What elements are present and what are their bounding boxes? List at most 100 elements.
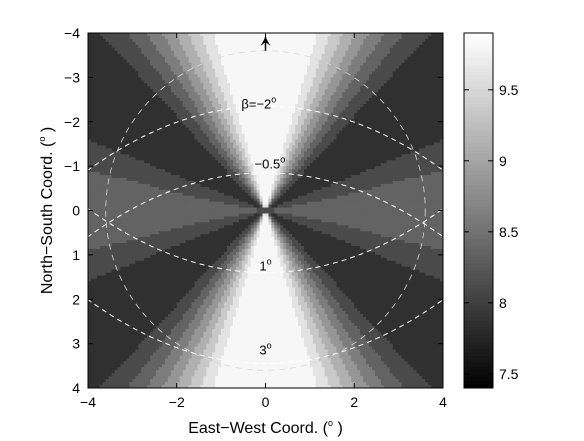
heatmap-cell [161,65,166,69]
heatmap-cell [156,355,160,359]
heatmap-cell [191,343,195,347]
heatmap-cell [176,192,181,197]
heatmap-cell [117,50,121,55]
heatmap-cell [167,246,172,250]
heatmap-cell [129,74,133,78]
heatmap-cell [206,56,210,61]
heatmap-cell [159,33,163,37]
heatmap-cell [153,160,157,164]
heatmap-cell [209,234,213,238]
heatmap-cell [203,325,207,330]
heatmap-cell [179,86,184,90]
heatmap-cell [93,328,98,333]
heatmap-cell [167,95,172,99]
heatmap-cell [93,213,98,217]
heatmap-cell [96,275,101,279]
heatmap-cell [153,305,157,309]
heatmap-cell [150,74,154,78]
heatmap-cell [99,322,104,327]
heatmap-cell [194,237,198,241]
heatmap-cell [123,364,127,368]
heatmap-cell [194,124,198,129]
heatmap-cell [191,243,195,247]
heatmap-cell [173,234,178,238]
heatmap-cell [138,367,142,371]
heatmap-cell [159,364,163,368]
heatmap-cell [117,308,121,312]
heatmap-cell [126,385,130,388]
heatmap-cell [167,101,172,105]
heatmap-cell [197,346,201,350]
heatmap-cell [150,355,154,359]
heatmap-cell [132,266,136,271]
heatmap-cell [200,367,204,371]
heatmap-cell [153,263,157,268]
heatmap-cell [150,314,154,318]
heatmap-cell [135,373,139,377]
heatmap-cell [135,169,139,173]
heatmap-cell [197,281,201,285]
heatmap-cell [135,385,139,388]
heatmap-cell [141,106,145,111]
heatmap-cell [129,275,133,279]
heatmap-cell [90,163,95,167]
heatmap-cell [111,204,116,208]
heatmap-cell [150,44,154,49]
heatmap-cell [164,314,169,318]
heatmap-cell [197,355,201,359]
heatmap-cell [185,278,189,282]
heatmap-cell [156,225,160,229]
heatmap-cell [108,257,113,262]
heatmap-cell [173,160,178,164]
heatmap-cell [141,157,145,161]
heatmap-cell [138,272,142,276]
heatmap-cell [96,104,101,108]
heatmap-cell [111,246,116,250]
heatmap-cell [185,317,189,321]
heatmap-cell [129,192,133,197]
heatmap-cell [123,269,127,274]
heatmap-cell [164,237,169,241]
heatmap-cell [126,278,130,282]
heatmap-cell [141,275,145,279]
heatmap-cell [135,370,139,374]
heatmap-cell [111,340,116,345]
heatmap-cell [150,322,154,327]
heatmap-cell [102,385,107,388]
heatmap-cell [141,198,145,203]
heatmap-cell [123,53,127,58]
heatmap-cell [126,74,130,78]
heatmap-cell [179,186,184,191]
heatmap-cell [135,189,139,194]
heatmap-cell [170,266,175,271]
heatmap-cell [147,130,151,134]
heatmap-cell [156,124,160,129]
heatmap-cell [135,68,139,72]
heatmap-cell [99,314,104,318]
heatmap-cell [144,317,148,321]
heatmap-cell [209,243,213,247]
heatmap-cell [111,139,116,143]
heatmap-cell [209,80,213,84]
heatmap-cell [120,133,124,137]
heatmap-cell [93,198,98,203]
heatmap-cell [150,59,154,63]
heatmap-cell [209,62,213,66]
heatmap-cell [108,237,113,241]
heatmap-cell [126,222,130,226]
heatmap-cell [108,278,113,282]
heatmap-cell [99,331,104,336]
heatmap-cell [206,180,210,185]
heatmap-cell [206,376,210,380]
heatmap-cell [90,355,95,359]
heatmap-cell [114,248,118,253]
heatmap-cell [206,228,210,232]
heatmap-cell [164,222,169,226]
heatmap-cell [144,175,148,179]
heatmap-cell [203,98,207,102]
heatmap-cell [182,175,187,179]
heatmap-cell [176,284,181,288]
heatmap-cell [200,38,204,43]
heatmap-cell [188,269,192,274]
heatmap-cell [161,349,166,353]
